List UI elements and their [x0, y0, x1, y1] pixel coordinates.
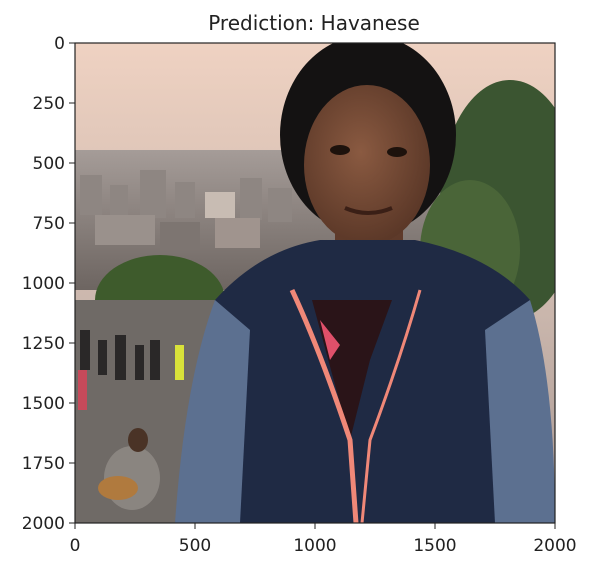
face: [304, 85, 430, 245]
x-tick-label: 1000: [293, 536, 336, 556]
photo-image: [75, 43, 555, 523]
axis-ticks: 0 500 1000 1500 2000025050075010001250150017…: [22, 34, 577, 556]
x-tick-label: 1500: [413, 536, 456, 556]
y-tick-label: 0: [54, 34, 65, 54]
y-tick-label: 1250: [22, 334, 65, 354]
y-tick-label: 1750: [22, 454, 65, 474]
x-tick-label: 500: [179, 536, 211, 556]
y-tick-label: 750: [33, 214, 65, 234]
x-tick-label: 0: [70, 536, 81, 556]
y-tick-label: 250: [33, 94, 65, 114]
y-tick-label: 500: [33, 154, 65, 174]
y-tick-label: 1000: [22, 274, 65, 294]
city-buildings: [80, 170, 292, 250]
y-tick-label: 2000: [22, 514, 65, 534]
jacket: [175, 240, 555, 523]
crowd: [78, 330, 184, 410]
y-tick-label: 1500: [22, 394, 65, 414]
chart-title: Prediction: Havanese: [208, 11, 420, 35]
x-tick-label: 2000: [533, 536, 576, 556]
